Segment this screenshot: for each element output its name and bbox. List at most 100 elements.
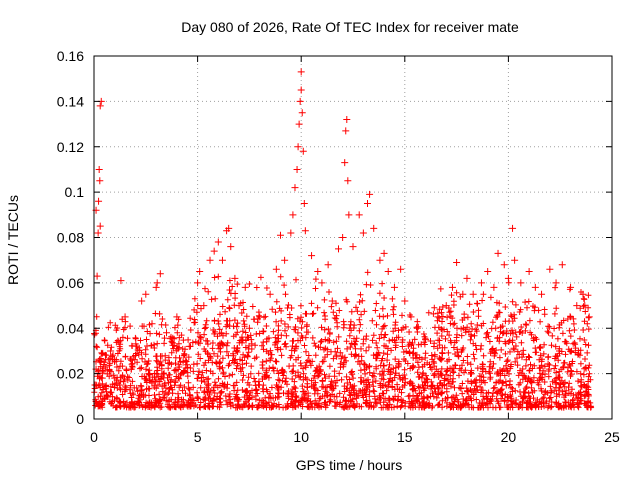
scatter-point [504,274,512,282]
scatter-point [95,165,103,173]
scatter-point [318,279,326,287]
scatter-point [102,388,110,396]
scatter-point [573,302,581,310]
scatter-point [300,199,308,207]
scatter-point [434,313,442,321]
scatter-point [218,256,226,264]
scatter-point [96,177,104,185]
scatter-point [206,256,214,264]
scatter-point [256,313,264,321]
scatter-point [390,283,398,291]
scatter-point [200,302,208,310]
scatter-point [297,86,305,94]
scatter-point [355,211,363,219]
scatter-point [281,256,289,264]
scatter-point [301,227,309,235]
scatter-point [525,268,533,276]
scatter-point [107,347,115,355]
scatter-point [384,268,392,276]
scatter-point [324,261,332,269]
scatter-point [366,190,374,198]
y-tick-label: 0.06 [57,275,84,291]
x-tick-label: 15 [397,429,413,445]
scatter-point [538,290,546,298]
chart-title: Day 080 of 2026, Rate Of TEC Index for r… [181,19,519,35]
scatter-point [225,224,233,232]
scatter-point [531,283,539,291]
scatter-point [96,102,104,110]
scatter-point [459,290,467,298]
scatter-point [138,297,146,305]
x-axis-label: GPS time / hours [296,457,403,473]
scatter-point [298,109,306,117]
scatter-point [567,283,575,291]
scatter-point [376,256,384,264]
scatter-point [296,97,304,105]
scatter-point [463,274,471,282]
scatter-point [94,229,102,237]
x-tick-label: 20 [501,429,517,445]
scatter-point [241,283,249,291]
y-axis-label: ROTI / TECUs [5,195,21,285]
scatter-point [339,234,347,241]
scatter-point [297,68,305,76]
scatter-point [349,243,357,251]
scatter-point [115,338,123,346]
scatter-point [196,268,204,276]
scatter-point [210,247,218,255]
scatter-point [328,297,336,305]
scatter-point [453,258,461,266]
scatter-point [511,256,519,264]
scatter-point [245,324,253,332]
scatter-point [494,249,502,257]
scatter-point [359,229,367,237]
scatter-point [579,290,587,298]
scatter-point [152,283,160,291]
scatter-point [308,252,316,260]
scatter-point [179,358,187,366]
scatter-point [235,302,243,310]
y-tick-label: 0.14 [57,93,84,109]
scatter-point [428,351,436,359]
y-tick-label: 0.12 [57,139,84,155]
scatter-point [314,268,322,276]
scatter-point [343,116,351,124]
scatter-point [477,279,485,287]
scatter-point [546,265,554,273]
scatter-point [291,184,299,192]
scatter-point [142,290,150,298]
scatter-point [490,283,498,291]
scatter-point [231,274,239,282]
scatter-point [401,297,409,305]
scatter-point [173,313,181,321]
scatter-point [294,143,302,151]
scatter-point [448,283,456,291]
scatter-points-layer [91,68,593,396]
y-tick-label: 0.02 [57,366,84,382]
scatter-point [121,313,129,321]
grid-layer [94,56,612,419]
scatter-point [91,381,99,389]
y-tick-label: 0.04 [57,320,84,336]
scatter-point [558,261,566,269]
scatter-point [131,351,139,359]
scatter-point [272,265,280,273]
scatter-point [370,224,378,232]
scatter-point [100,358,108,366]
scatter-band-markers [91,269,595,411]
scatter-point [111,374,119,382]
scatter-point [342,127,350,135]
scatter-point [509,224,517,232]
x-tick-label: 25 [604,429,620,445]
scatter-point [96,222,104,230]
scatter-point [214,238,222,246]
scatter-point [413,324,421,332]
scatter-point [266,290,274,298]
scatter-point [397,265,405,273]
scatter-point [422,336,430,344]
y-tick-label: 0.08 [57,230,84,246]
scatter-point [289,211,297,219]
scatter-point [295,120,303,128]
scatter-point [517,279,525,287]
